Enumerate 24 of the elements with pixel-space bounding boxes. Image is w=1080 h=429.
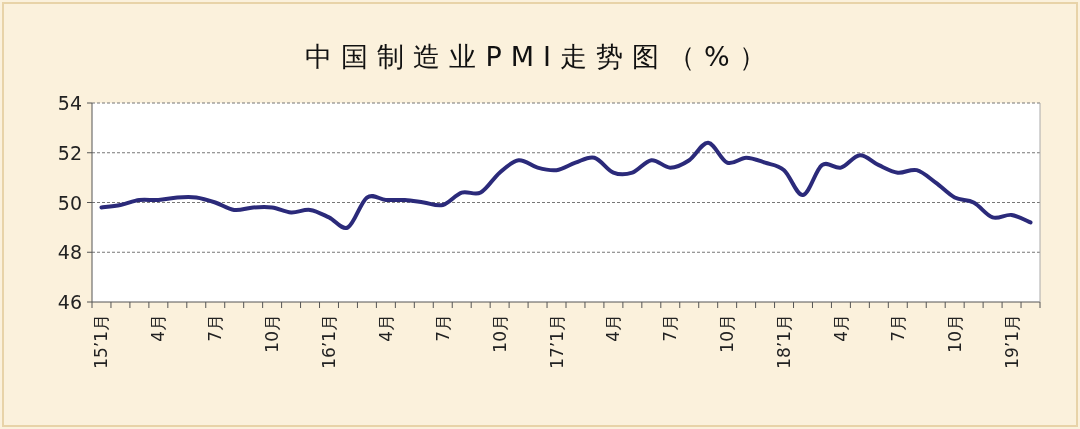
y-tick-label: 52 bbox=[57, 141, 82, 164]
x-tick-label: 4月 bbox=[830, 314, 851, 342]
x-tick-label: 7月 bbox=[660, 314, 681, 342]
x-tick-label: 10月 bbox=[717, 314, 738, 353]
y-tick-label: 54 bbox=[57, 92, 82, 114]
x-tick-label: 7月 bbox=[432, 314, 453, 342]
x-tick-label: 18’1月 bbox=[774, 314, 795, 369]
chart-title: 中国制造业PMI走势图（%） bbox=[305, 41, 775, 72]
x-tick-label: 7月 bbox=[887, 314, 908, 342]
y-tick-label: 50 bbox=[57, 191, 82, 214]
x-tick-label: 10月 bbox=[944, 314, 965, 353]
x-tick-label: 4月 bbox=[375, 314, 396, 342]
x-tick-label: 10月 bbox=[489, 314, 510, 353]
line-series bbox=[99, 140, 1033, 230]
y-tick-label: 46 bbox=[57, 291, 82, 313]
x-tick-label: 15’1月 bbox=[91, 314, 112, 369]
y-tick-label: 48 bbox=[57, 241, 82, 264]
x-tick-label: 10月 bbox=[262, 314, 283, 353]
x-tick-label: 7月 bbox=[205, 314, 226, 342]
x-tick-label: 16’1月 bbox=[319, 314, 339, 369]
x-tick-label: 4月 bbox=[148, 314, 169, 342]
x-tick-label: 4月 bbox=[603, 314, 624, 342]
x-tick-label: 19’1月 bbox=[1001, 314, 1022, 369]
x-tick-label: 17’1月 bbox=[546, 314, 567, 369]
